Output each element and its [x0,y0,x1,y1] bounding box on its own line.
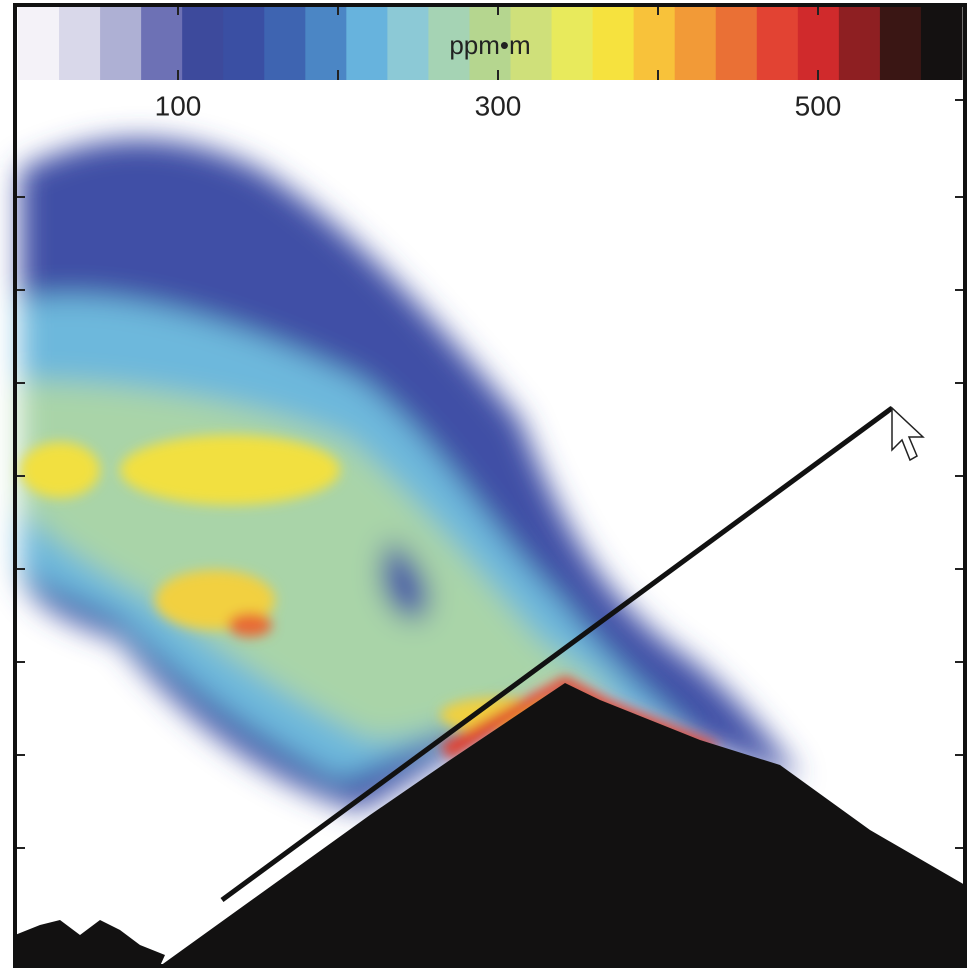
colormap-step [428,5,471,80]
colormap-step [346,5,388,80]
volcano [160,683,965,966]
colormap-step [551,5,594,80]
tick-label: 100 [155,90,202,121]
colormap-step [510,5,553,80]
colormap-step [715,5,758,80]
colormap-step [674,5,717,80]
volcano-flank [15,920,165,966]
colormap-step [469,5,512,80]
colormap-step [387,5,430,80]
colormap-step [18,5,60,80]
colormap-step [223,5,265,80]
colormap-step [264,5,306,80]
colormap-step [100,5,142,80]
tick-label: 300 [475,90,522,121]
colormap-step [879,5,922,80]
colormap-step [141,5,183,80]
cursor [891,406,925,462]
colormap-step [756,5,799,80]
tick-label: 500 [795,90,842,121]
colormap-step [182,5,224,80]
colorbar-label: ppm•m [449,30,530,60]
frame [13,3,967,968]
colormap-step [59,5,101,80]
colormap-step [838,5,881,80]
colormap-step [305,5,347,80]
colormap-step [592,5,635,80]
colorbar [18,5,963,80]
colorbar-ticks: 100 300 500 [155,5,842,121]
transect-line [220,405,894,903]
colormap-step [797,5,840,80]
colormap-step [633,5,676,80]
colormap-step [920,5,963,80]
